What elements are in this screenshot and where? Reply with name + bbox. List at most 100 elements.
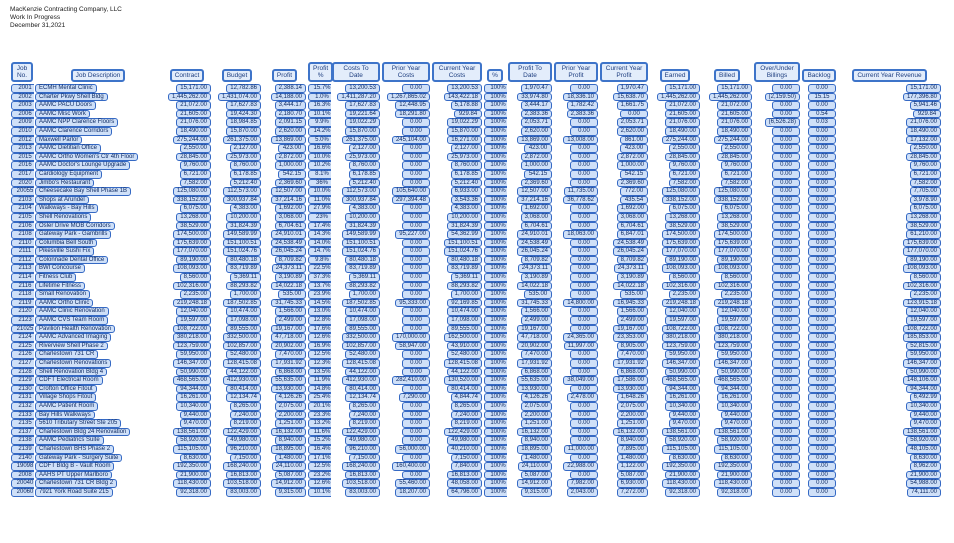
value-cell[interactable]: 13,930.00 [507, 384, 553, 394]
value-cell[interactable]: 151,100.51 [331, 238, 381, 248]
value-cell[interactable]: 1,431,074.00 [212, 92, 262, 102]
value-cell[interactable]: 0.00 [553, 470, 599, 480]
value-cell[interactable]: 0.00 [553, 212, 599, 222]
value-cell[interactable]: 0.00 [801, 410, 837, 420]
value-cell[interactable]: 83,003.00 [212, 487, 262, 497]
value-cell[interactable]: 300,937.84 [212, 195, 262, 205]
value-cell[interactable]: 12.5% [307, 350, 331, 359]
value-cell[interactable]: 100% [483, 453, 507, 463]
value-cell[interactable]: 122,429.00 [212, 427, 262, 437]
value-cell[interactable]: 0.00 [753, 152, 801, 162]
value-cell[interactable]: 102,316.00 [649, 281, 701, 291]
value-cell[interactable]: 10,200.00 [431, 212, 483, 222]
value-cell[interactable]: 9.8% [307, 255, 331, 265]
value-cell[interactable]: 15.2% [307, 436, 331, 445]
value-cell[interactable]: 100% [483, 341, 507, 351]
value-cell[interactable]: 100% [483, 144, 507, 153]
value-cell[interactable]: 0.00 [753, 187, 801, 196]
value-cell[interactable]: 17.4% [307, 221, 331, 231]
value-cell[interactable]: 59,950.00 [701, 350, 753, 359]
value-cell[interactable]: (2,159.50) [753, 92, 801, 102]
value-cell[interactable]: 380,218.00 [701, 333, 753, 342]
value-cell[interactable]: 219,248.18 [162, 298, 212, 308]
value-cell[interactable]: 3,444.17 [262, 101, 307, 110]
value-cell[interactable]: 9,470.00 [649, 419, 701, 428]
value-cell[interactable]: 0.00 [801, 453, 837, 463]
value-cell[interactable]: 55,635.00 [507, 376, 553, 385]
value-cell[interactable]: 10,474.00 [431, 307, 483, 317]
value-cell[interactable]: 0.00 [381, 281, 431, 291]
value-cell[interactable]: 100% [483, 238, 507, 248]
value-cell[interactable]: 423.00 [262, 144, 307, 153]
value-cell[interactable]: 100% [483, 401, 507, 411]
value-cell[interactable]: 14.3% [307, 230, 331, 239]
value-cell[interactable]: 2,127.00 [431, 144, 483, 153]
value-cell[interactable]: 0.00 [801, 187, 837, 196]
value-cell[interactable]: 16,271.00 [431, 135, 483, 145]
value-cell[interactable]: 16.4% [307, 444, 331, 454]
value-cell[interactable]: 7,582.00 [837, 178, 942, 188]
value-cell[interactable]: 89,555.00 [431, 324, 483, 334]
value-cell[interactable]: 108,093.00 [649, 264, 701, 274]
table-row[interactable]: 2135 5610 Tributary Street Ste 205 9,470.0… [10, 419, 942, 428]
value-cell[interactable]: 80,414.00 [431, 384, 483, 394]
value-cell[interactable]: 128,415.08 [331, 359, 381, 368]
value-cell[interactable]: 115,105.00 [649, 444, 701, 454]
value-cell[interactable]: 0.00 [801, 230, 837, 239]
value-cell[interactable]: 80,480.18 [431, 255, 483, 265]
value-cell[interactable]: 0.00 [553, 247, 599, 256]
value-cell[interactable]: 18,063.00 [553, 230, 599, 239]
value-cell[interactable]: 9,470.00 [837, 419, 942, 428]
value-cell[interactable]: 542.15 [599, 169, 649, 179]
value-cell[interactable]: 95,227.00 [381, 230, 431, 239]
value-cell[interactable]: 1,661.75 [599, 101, 649, 110]
value-cell[interactable]: 14,800.00 [553, 298, 599, 308]
value-cell[interactable]: 18,490.00 [837, 126, 942, 136]
value-cell[interactable]: 23% [307, 212, 331, 222]
value-cell[interactable]: 108,722.00 [837, 324, 942, 334]
value-cell[interactable]: 4,126.26 [507, 393, 553, 402]
value-cell[interactable]: 5,212.40 [331, 178, 381, 188]
value-cell[interactable]: 5,212.40 [431, 178, 483, 188]
value-cell[interactable]: 0.00 [801, 195, 837, 205]
value-cell[interactable]: 0.00 [753, 109, 801, 119]
value-cell[interactable]: 0.00 [381, 367, 431, 377]
value-cell[interactable]: 108,093.00 [162, 264, 212, 274]
value-cell[interactable]: 0.00 [753, 316, 801, 325]
value-cell[interactable]: 2,043.00 [553, 487, 599, 497]
value-cell[interactable]: 16,945.33 [599, 298, 649, 308]
value-cell[interactable]: 1,000.00 [599, 161, 649, 170]
value-cell[interactable]: 1,566.00 [507, 307, 553, 317]
value-cell[interactable]: 15,638.70 [599, 92, 649, 102]
value-cell[interactable]: 162,500.00 [431, 333, 483, 342]
value-cell[interactable]: 0.00 [801, 221, 837, 231]
value-cell[interactable]: 0.00 [801, 384, 837, 394]
value-cell[interactable]: 6,721.00 [837, 169, 942, 179]
value-cell[interactable]: 0.00 [553, 178, 599, 188]
job-description-cell[interactable]: AAMC NPP Clarence Floors [34, 118, 162, 127]
value-cell[interactable]: 21,076.00 [649, 118, 701, 127]
value-cell[interactable]: 0.00 [381, 84, 431, 93]
value-cell[interactable]: 100% [483, 212, 507, 222]
value-cell[interactable]: 6,075.00 [162, 204, 212, 213]
value-cell[interactable]: 7,290.00 [381, 393, 431, 402]
value-cell[interactable]: 0.00 [753, 479, 801, 488]
value-cell[interactable]: 13.2% [307, 419, 331, 428]
value-cell[interactable]: 0.00 [553, 204, 599, 213]
value-cell[interactable]: 115,105.00 [701, 444, 753, 454]
value-cell[interactable]: 8,219.00 [331, 419, 381, 428]
value-cell[interactable]: 108,722.00 [701, 324, 753, 334]
job-number-cell[interactable]: 2013 [10, 144, 34, 153]
value-cell[interactable]: 96,210.00 [212, 444, 262, 454]
value-cell[interactable]: 0.00 [381, 453, 431, 463]
value-cell[interactable]: 54,362.99 [431, 230, 483, 239]
value-cell[interactable]: 15,171.00 [701, 84, 753, 93]
value-cell[interactable]: 33,974.80 [507, 92, 553, 102]
value-cell[interactable]: 10,474.00 [212, 307, 262, 317]
job-number-cell[interactable]: 2016 [10, 161, 34, 170]
value-cell[interactable]: 18,207.00 [381, 487, 431, 497]
value-cell[interactable]: 52,480.00 [431, 350, 483, 359]
value-cell[interactable]: 5,178.88 [431, 101, 483, 110]
value-cell[interactable]: 0.00 [753, 350, 801, 359]
value-cell[interactable]: 20,902.00 [262, 341, 307, 351]
